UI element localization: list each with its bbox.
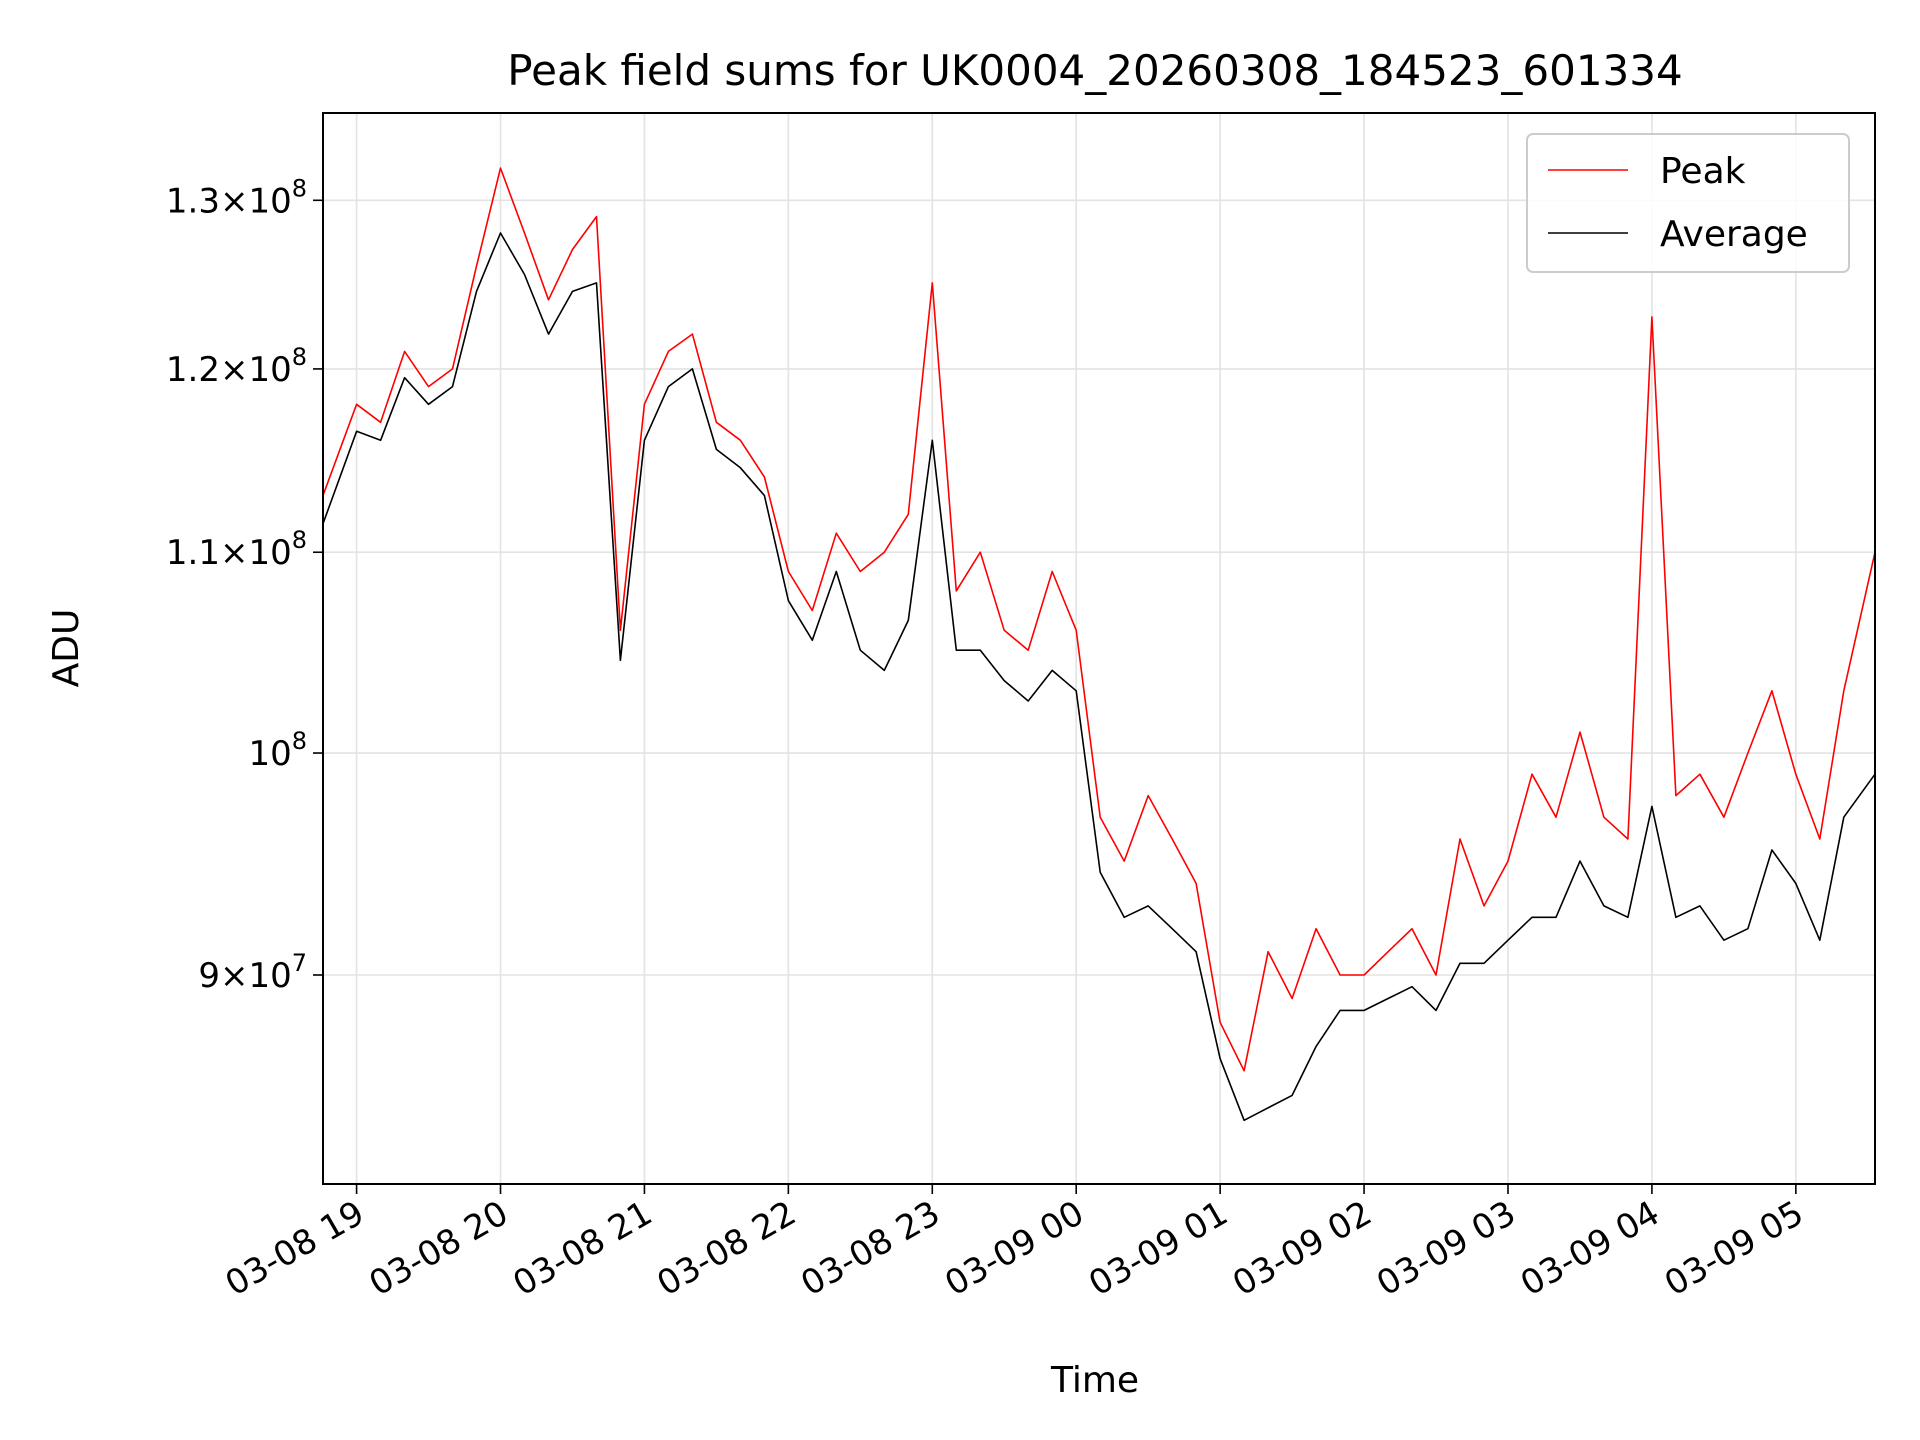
x-axis-label: Time [1050,1360,1139,1401]
series-line-average [322,232,1876,1122]
y-tick-label: 9×107 [198,949,307,996]
y-tick-base: 10 [248,734,291,774]
legend-label-peak: Peak [1660,151,1746,192]
y-tick-mantissa: 1.1× [166,533,249,573]
y-tick: 108 [248,727,323,774]
y-tick: 1.2×108 [166,343,323,390]
y-tick-base: 10 [248,956,291,996]
y-tick-exponent: 8 [292,727,307,755]
y-tick: 1.3×108 [166,174,323,221]
chart-title: Peak field sums for UK0004_20260308_1845… [507,46,1682,95]
legend-label-average: Average [1660,214,1808,255]
y-tick-base: 10 [248,350,291,390]
y-tick: 9×107 [198,949,323,996]
y-tick-label: 108 [248,727,307,774]
y-tick: 1.1×108 [166,526,323,573]
legend: Peak Average [1526,133,1850,273]
y-tick-mantissa: 1.3× [166,181,249,221]
y-tick-label: 1.3×108 [166,174,307,221]
y-tick-label: 1.2×108 [166,343,307,390]
plot-area-frame [322,112,1876,1185]
series-layer [322,167,1876,1122]
y-tick-exponent: 8 [292,174,307,202]
grid [323,113,1875,1184]
y-tick-exponent: 8 [292,526,307,554]
series-line-peak [322,167,1876,1072]
y-tick-base: 10 [248,533,291,573]
y-tick-label: 1.1×108 [166,526,307,573]
y-axis-label: ADU [46,609,87,688]
y-tick-mantissa: 9× [198,956,248,996]
y-tick-base: 10 [248,181,291,221]
y-tick-mantissa: 1.2× [166,350,249,390]
y-tick-exponent: 7 [292,949,307,977]
legend-box [1526,133,1850,273]
y-tick-exponent: 8 [292,343,307,371]
